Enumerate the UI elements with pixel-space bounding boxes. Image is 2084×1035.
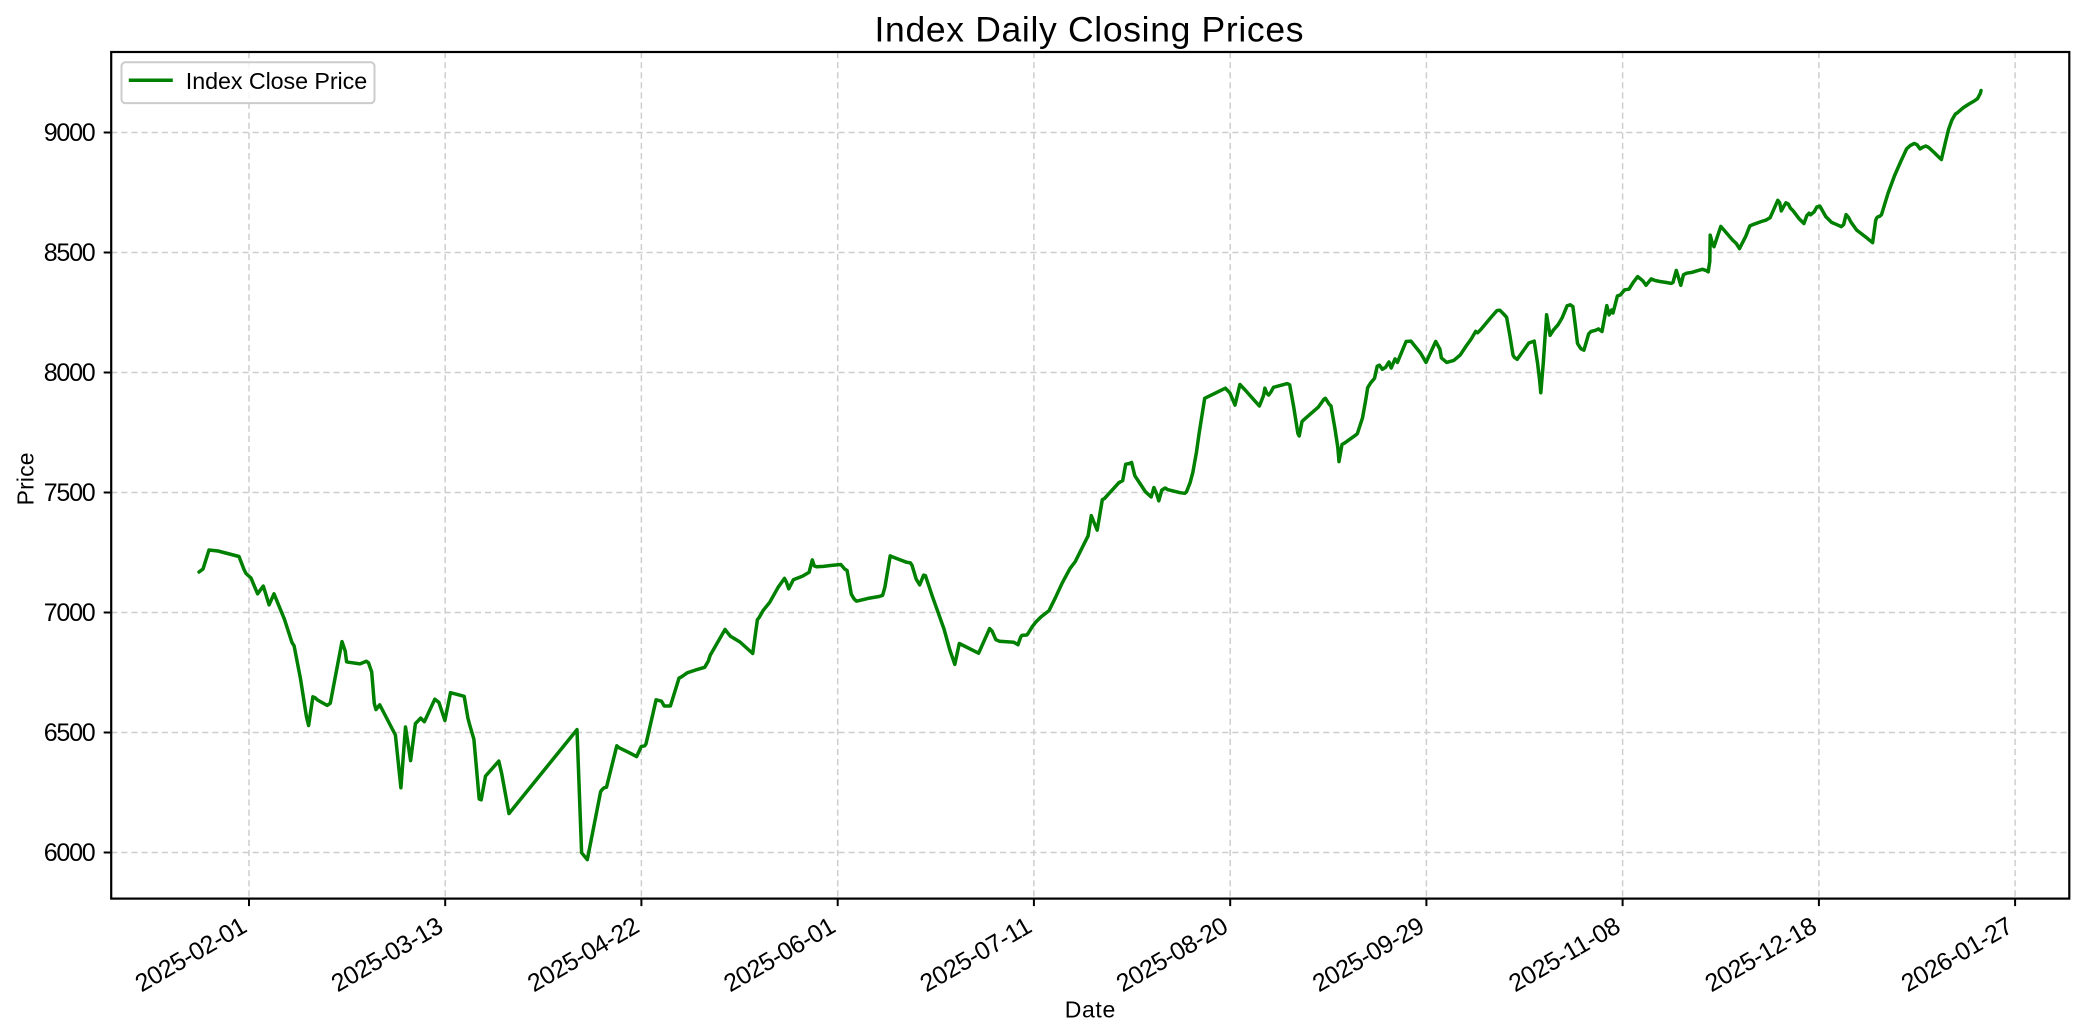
svg-text:6000: 6000	[44, 839, 96, 867]
svg-text:8500: 8500	[44, 239, 96, 267]
svg-text:Index Close Price: Index Close Price	[186, 68, 367, 94]
svg-text:9000: 9000	[44, 119, 96, 147]
svg-text:6500: 6500	[44, 719, 96, 747]
svg-text:7000: 7000	[44, 599, 96, 627]
svg-text:Index Daily Closing Prices: Index Daily Closing Prices	[875, 10, 1304, 50]
svg-text:7500: 7500	[44, 479, 96, 507]
svg-text:Date: Date	[1065, 996, 1116, 1022]
svg-text:8000: 8000	[44, 359, 96, 387]
svg-text:Price: Price	[13, 452, 39, 505]
